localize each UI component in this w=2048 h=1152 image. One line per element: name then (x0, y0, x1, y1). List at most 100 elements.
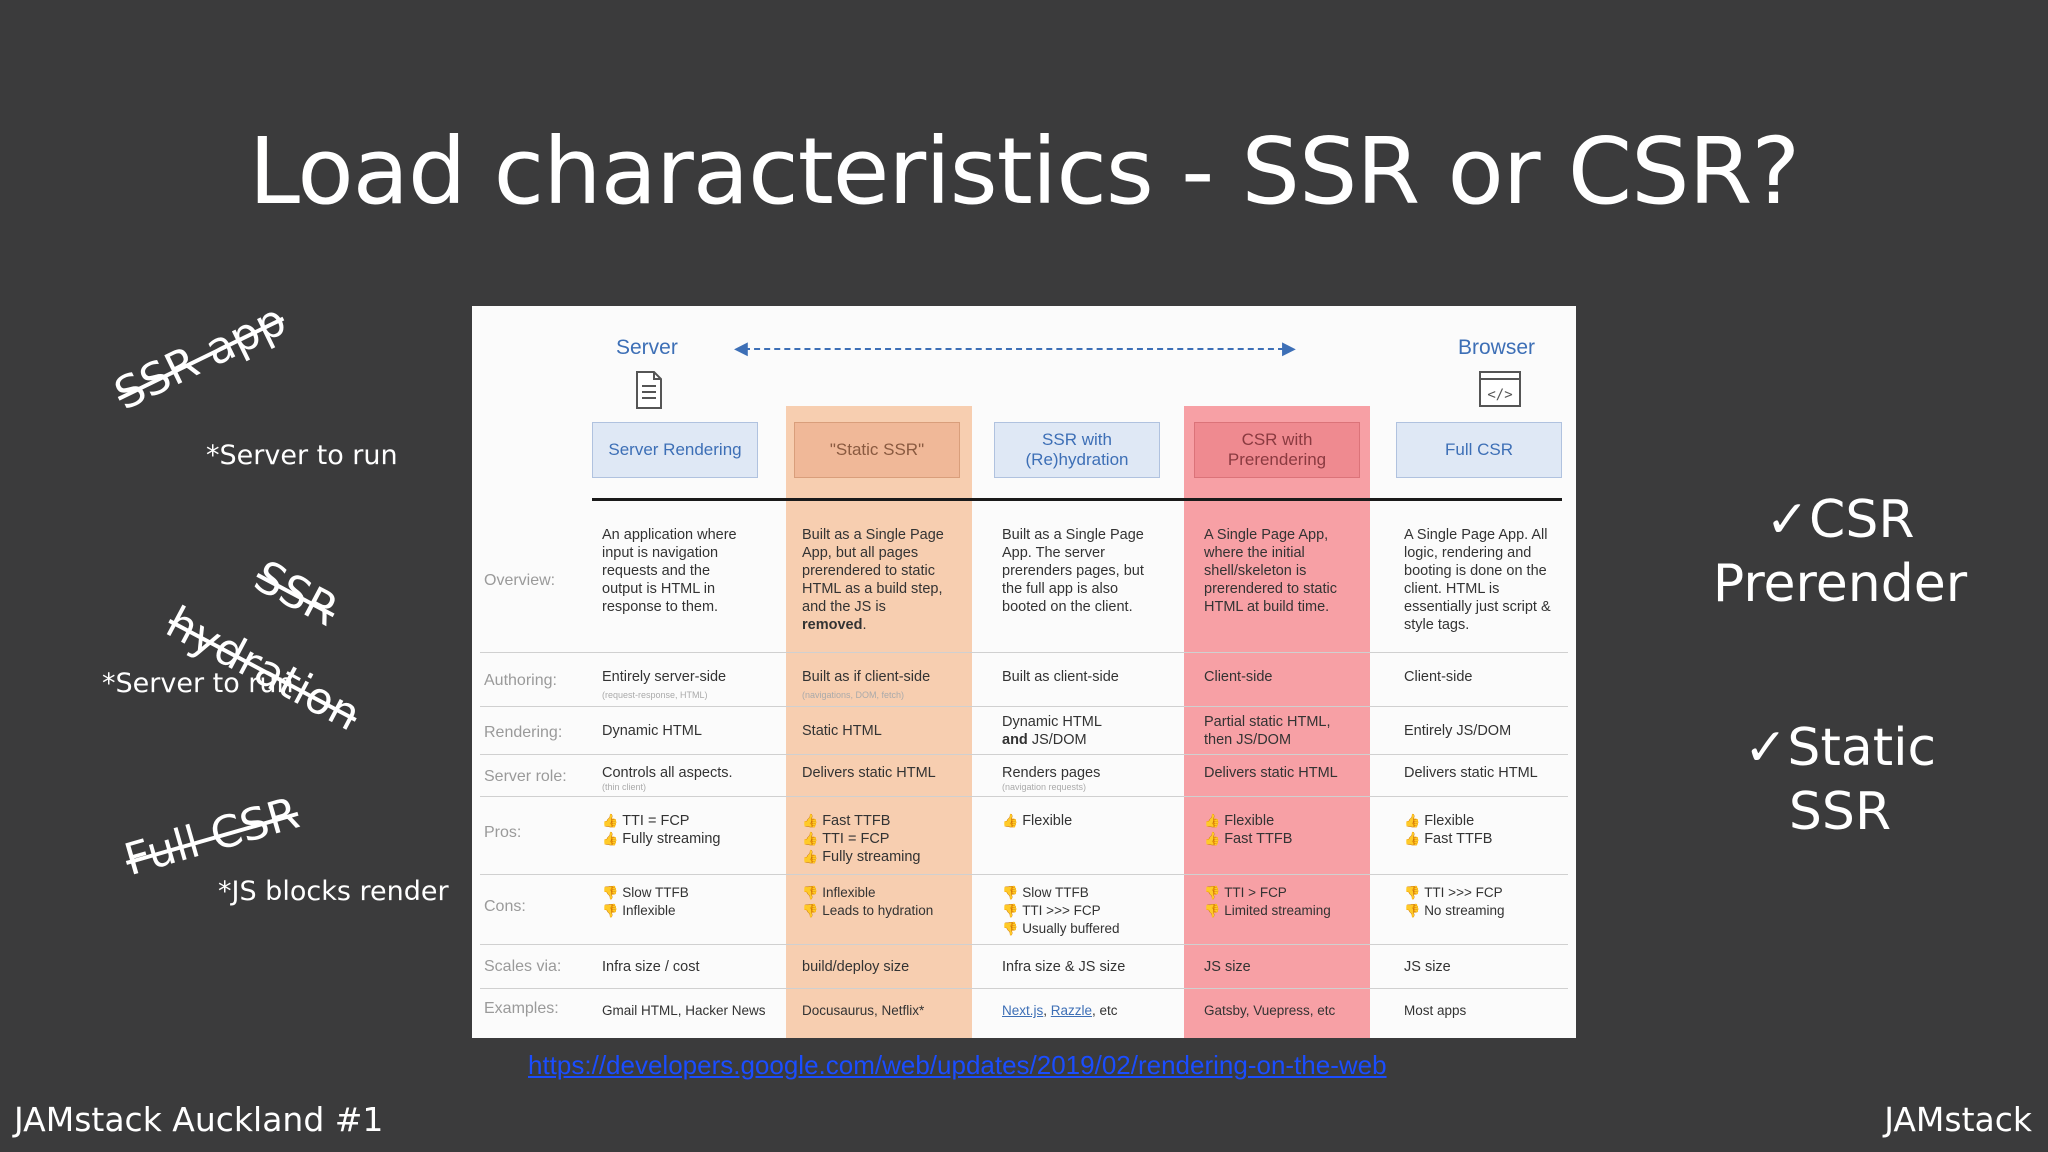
static-ssr-highlight (786, 406, 972, 1038)
pros-text: Fully streaming (822, 849, 921, 865)
pick-csr-prerender: ✓CSR Prerender (1700, 488, 1980, 616)
pros-text: Fast TTFB (1224, 831, 1293, 847)
document-icon (634, 370, 664, 415)
pros-full-csr: 👍 Flexible 👍 Fast TTFB (1404, 812, 1492, 848)
server-role-sub-server-rendering: (thin client) (602, 782, 647, 792)
rendering-full-csr: Entirely JS/DOM (1404, 723, 1512, 739)
cons-item: 👎 Inflexible (602, 902, 689, 920)
rendering-ssr-and: and (1002, 732, 1028, 748)
thumbs-down-icon: 👎 (1404, 903, 1421, 918)
struck-full-csr: Full CSR (118, 787, 305, 887)
pros-item: 👍 Fully streaming (802, 848, 921, 866)
scales-server-rendering: Infra size / cost (602, 959, 700, 975)
thumbs-down-icon: 👎 (1002, 885, 1019, 900)
razzle-link[interactable]: Razzle (1050, 1003, 1093, 1018)
browser-label: Browser (1458, 336, 1536, 359)
server-role-ssr-rehydration: Renders pages (1002, 765, 1101, 781)
pros-text: Flexible (1022, 813, 1073, 829)
overview-static-ssr-text: Built as a Single Page App, but all page… (802, 527, 944, 615)
server-browser-dashed-line (744, 348, 1284, 350)
pick-static-line1: ✓Static (1743, 718, 1937, 778)
svg-text:</>: </> (1487, 387, 1512, 403)
examples-static-ssr: Docusaurus, Netflix* (802, 1003, 925, 1018)
slide-title: Load characteristics - SSR or CSR? (248, 118, 1801, 225)
row-label-rendering: Rendering: (484, 724, 563, 741)
rendering-ssr-rehydration: Dynamic HTML and JS/DOM (1002, 713, 1102, 749)
row-label-server-role: Server role: (484, 768, 567, 785)
row-separator (480, 652, 1568, 653)
rendering-csr-prerendering: Partial static HTML, then JS/DOM (1204, 714, 1331, 748)
authoring-ssr-rehydration: Built as client-side (1002, 669, 1119, 685)
source-link[interactable]: https://developers.google.com/web/update… (528, 1050, 1387, 1080)
pros-static-ssr: 👍 Fast TTFB 👍 TTI = FCP 👍 Fully streaming (802, 812, 921, 866)
cons-server-rendering: 👎 Slow TTFB 👎 Inflexible (602, 884, 689, 920)
authoring-server-rendering: Entirely server-side (602, 669, 727, 685)
row-separator (480, 706, 1568, 707)
footer-left: JAMstack Auckland #1 (14, 1100, 384, 1139)
rendering-ssr-js: JS/DOM (1031, 732, 1087, 748)
scales-full-csr: JS size (1404, 959, 1451, 975)
pick-csr-line1: ✓CSR (1765, 490, 1915, 550)
server-role-full-csr: Delivers static HTML (1404, 765, 1538, 781)
cons-csr-prerendering: 👎 TTI > FCP 👎 Limited streaming (1204, 884, 1331, 920)
pick-static-line2: SSR (1788, 782, 1892, 842)
nextjs-link[interactable]: Next.js (1002, 1003, 1044, 1018)
examples-server-rendering: Gmail HTML, Hacker News (602, 1003, 766, 1018)
pros-item: 👍 Fast TTFB (1404, 830, 1492, 848)
server-role-server-rendering: Controls all aspects. (602, 765, 733, 781)
pros-text: Flexible (1224, 813, 1275, 829)
footer-right: JAMstack (1884, 1100, 2032, 1139)
cons-full-csr: 👎 TTI >>> FCP 👎 No streaming (1404, 884, 1504, 920)
cons-text: TTI > FCP (1224, 885, 1287, 900)
thumbs-up-icon: 👍 (802, 849, 819, 864)
overview-static-ssr-bold: removed (802, 617, 863, 633)
note-server-to-run-2: *Server to run (102, 668, 294, 699)
row-label-authoring: Authoring: (484, 672, 557, 689)
pros-item: 👍 Flexible (1002, 812, 1072, 830)
thumbs-up-icon: 👍 (802, 813, 819, 828)
rendering-static-ssr: Static HTML (802, 723, 882, 739)
thumbs-up-icon: 👍 (602, 813, 619, 828)
cons-item: 👎 No streaming (1404, 902, 1504, 920)
authoring-sub-server-rendering: (request-response, HTML) (602, 690, 708, 700)
examples-full-csr: Most apps (1404, 1003, 1467, 1018)
thumbs-up-icon: 👍 (1404, 831, 1421, 846)
scales-static-ssr: build/deploy size (802, 959, 910, 975)
pros-item: 👍 Flexible (1404, 812, 1492, 830)
overview-static-ssr: Built as a Single Page App, but all page… (802, 527, 944, 633)
thumbs-down-icon: 👎 (602, 903, 619, 918)
pros-server-rendering: 👍 TTI = FCP 👍 Fully streaming (602, 812, 721, 848)
cons-item: 👎 TTI >>> FCP (1002, 902, 1120, 920)
cons-item: 👎 Limited streaming (1204, 902, 1331, 920)
rendering-comparison-table: Server ◀ ▶ Browser </> Server Rendering … (472, 306, 1576, 1038)
pros-ssr-rehydration: 👍 Flexible (1002, 812, 1072, 830)
cons-text: Inflexible (622, 903, 676, 918)
pros-item: 👍 Fully streaming (602, 830, 721, 848)
authoring-sub-static-ssr: (navigations, DOM, fetch) (802, 690, 905, 700)
row-label-cons: Cons: (484, 898, 526, 915)
server-label: Server (616, 336, 678, 359)
note-server-to-run-1: *Server to run (206, 440, 398, 471)
pros-text: Fast TTFB (1424, 831, 1493, 847)
row-separator (480, 988, 1568, 989)
thumbs-down-icon: 👎 (1002, 921, 1019, 936)
rendering-server-rendering: Dynamic HTML (602, 723, 702, 739)
pros-text: Flexible (1424, 813, 1475, 829)
thumbs-down-icon: 👎 (802, 903, 819, 918)
overview-ssr-rehydration: Built as a Single Page App. The server p… (1002, 527, 1144, 615)
cons-text: Slow TTFB (622, 885, 689, 900)
overview-csr-prerendering: A Single Page App, where the initial she… (1204, 527, 1337, 615)
cons-static-ssr: 👎 Inflexible 👎 Leads to hydration (802, 884, 933, 920)
authoring-csr-prerendering: Client-side (1204, 669, 1273, 685)
row-label-scales: Scales via: (484, 958, 562, 975)
col-server-rendering: Server Rendering (592, 422, 758, 478)
overview-full-csr: A Single Page App. All logic, rendering … (1404, 527, 1551, 633)
row-separator (480, 796, 1568, 797)
thumbs-up-icon: 👍 (1204, 831, 1221, 846)
thumbs-down-icon: 👎 (1204, 885, 1221, 900)
pros-text: Fast TTFB (822, 813, 891, 829)
thumbs-down-icon: 👎 (1404, 885, 1421, 900)
cons-item: 👎 Usually buffered (1002, 920, 1120, 938)
col-csr-prerendering: CSR with Prerendering (1194, 422, 1360, 478)
col-full-csr: Full CSR (1396, 422, 1562, 478)
